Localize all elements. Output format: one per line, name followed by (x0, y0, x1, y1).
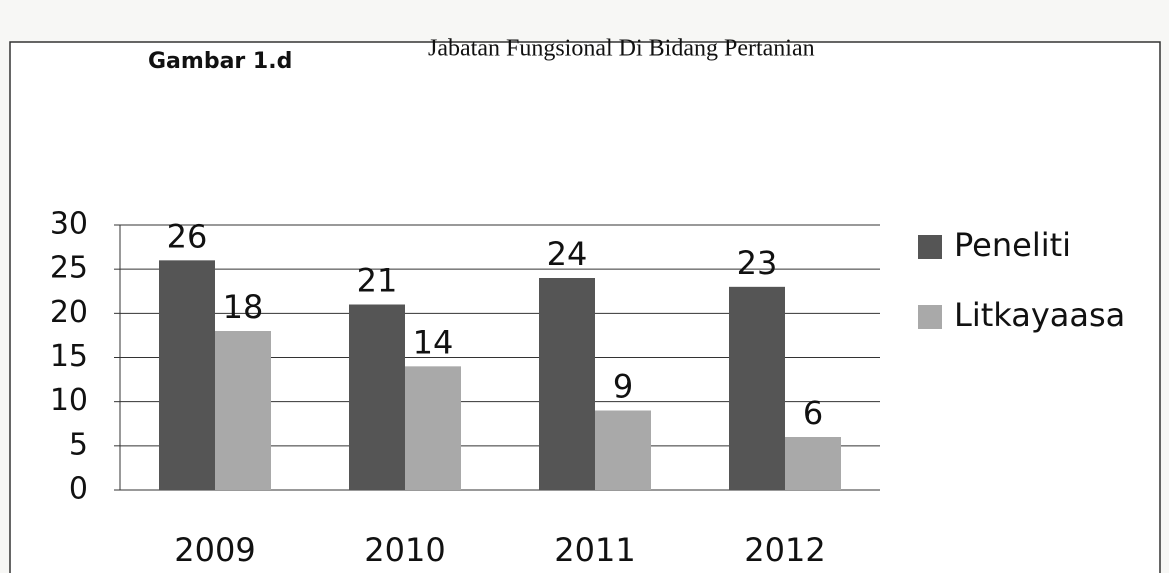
y-tick-label: 15 (50, 339, 88, 374)
y-tick-label: 0 (69, 472, 88, 507)
data-label: 24 (547, 235, 588, 273)
y-tick-label: 5 (69, 427, 88, 462)
bar (729, 286, 785, 490)
bar (349, 304, 405, 490)
y-tick-label: 25 (50, 251, 88, 286)
legend-swatch (918, 305, 942, 329)
data-label: 21 (357, 262, 398, 300)
x-tick-label: 2012 (744, 531, 825, 569)
legend-label: Peneliti (954, 226, 1071, 264)
bar (595, 410, 651, 490)
legend-label: Litkayaasa (954, 296, 1125, 334)
data-label: 23 (737, 244, 778, 282)
x-tick-label: 2009 (174, 531, 255, 569)
bar (785, 437, 841, 490)
bar (539, 278, 595, 490)
data-label: 26 (167, 217, 208, 255)
data-label: 14 (413, 323, 454, 361)
x-tick-label: 2010 (364, 531, 445, 569)
y-tick-label: 20 (50, 295, 88, 330)
bar (405, 366, 461, 490)
y-tick-label: 10 (50, 383, 88, 418)
bar (215, 331, 271, 490)
chart-title: Jabatan Fungsional Di Bidang Pertanian (428, 36, 815, 62)
data-label: 18 (223, 288, 264, 326)
x-tick-label: 2011 (554, 531, 635, 569)
figure-label: Gambar 1.d (148, 49, 292, 74)
data-label: 6 (803, 394, 823, 432)
y-tick-label: 30 (50, 207, 88, 242)
bar (159, 260, 215, 490)
legend-swatch (918, 235, 942, 259)
data-label: 9 (613, 368, 633, 406)
